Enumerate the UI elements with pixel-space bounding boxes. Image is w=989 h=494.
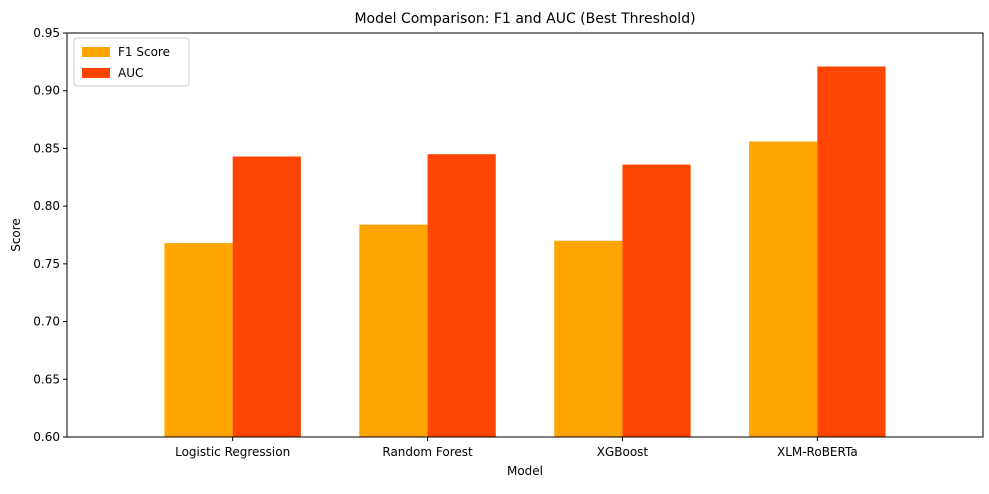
bar-f1-score-0 xyxy=(164,243,233,437)
y-tick-label: 0.65 xyxy=(33,372,60,386)
bar-auc-3 xyxy=(817,66,886,437)
y-tick-label: 0.95 xyxy=(33,26,60,40)
bar-auc-2 xyxy=(622,164,691,438)
y-axis: 0.60 0.65 0.70 0.75 0.80 0.85 0.90 0.95 xyxy=(33,26,67,444)
y-tick-label: 0.70 xyxy=(33,315,60,329)
y-tick-label: 0.75 xyxy=(33,257,60,271)
legend-swatch-auc xyxy=(82,68,110,78)
plot-area-frame xyxy=(66,32,984,438)
x-tick-label: XLM-RoBERTa xyxy=(777,445,858,459)
x-axis: Logistic Regression Random Forest XGBoost X… xyxy=(175,437,858,459)
y-tick-label: 0.60 xyxy=(33,430,60,444)
bar-f1-score-1 xyxy=(359,224,428,437)
x-axis-label: Model xyxy=(507,464,543,478)
y-axis-label: Score xyxy=(9,218,23,252)
legend-swatch-f1-score xyxy=(82,47,110,57)
x-tick-label: Logistic Regression xyxy=(175,445,290,459)
bars-group xyxy=(164,66,886,438)
legend-label: AUC xyxy=(118,66,143,80)
y-tick-label: 0.90 xyxy=(33,84,60,98)
legend-label: F1 Score xyxy=(118,45,170,59)
x-tick-label: XGBoost xyxy=(597,445,649,459)
legend: F1 Score AUC xyxy=(73,37,190,87)
bar-auc-1 xyxy=(427,154,496,437)
bar-f1-score-2 xyxy=(554,240,623,437)
bar-auc-0 xyxy=(232,156,301,437)
bar-f1-score-3 xyxy=(749,141,818,437)
x-tick-label: Random Forest xyxy=(382,445,473,459)
chart-title: Model Comparison: F1 and AUC (Best Thres… xyxy=(354,11,695,27)
y-tick-label: 0.85 xyxy=(33,141,60,155)
y-tick-label: 0.80 xyxy=(33,199,60,213)
